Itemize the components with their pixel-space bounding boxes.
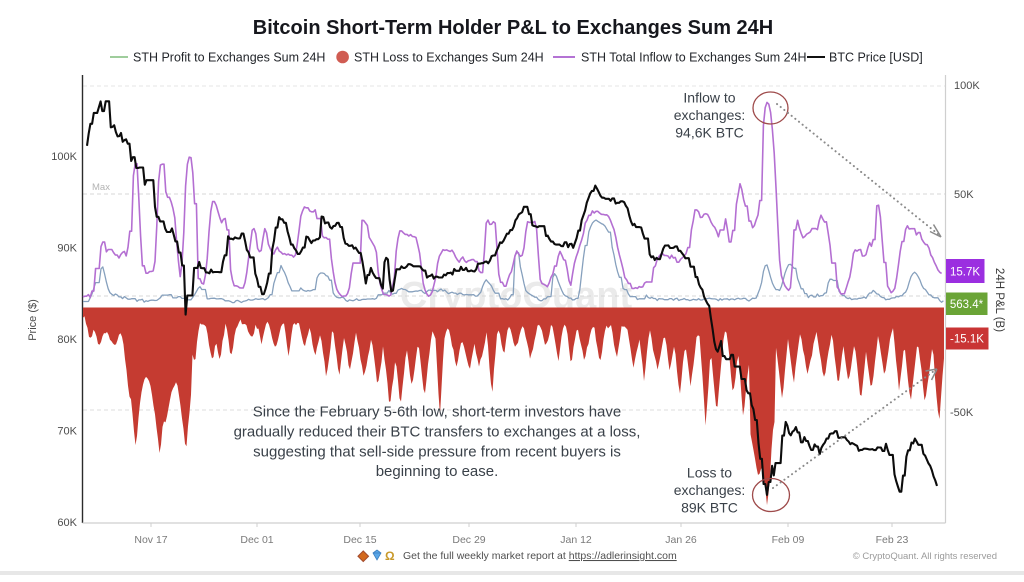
svg-text:90K: 90K — [57, 243, 77, 255]
svg-text:Since the February 5-6th low,: Since the February 5-6th low, short-term… — [253, 404, 622, 421]
svg-text:60K: 60K — [57, 517, 77, 529]
svg-text:Nov 17: Nov 17 — [134, 534, 167, 546]
svg-text:Dec 29: Dec 29 — [452, 534, 485, 546]
svg-text:70K: 70K — [57, 426, 77, 438]
svg-text:Inflow to: Inflow to — [683, 90, 735, 106]
svg-text:89K BTC: 89K BTC — [681, 500, 738, 516]
svg-text:50K: 50K — [954, 189, 974, 201]
svg-text:STH Loss to Exchanges Sum 24H: STH Loss to Exchanges Sum 24H — [354, 51, 544, 65]
svg-text:Ω: Ω — [385, 549, 395, 563]
svg-text:exchanges:: exchanges: — [674, 482, 746, 498]
svg-text:Bitcoin Short-Term Holder P&L: Bitcoin Short-Term Holder P&L to Exchang… — [253, 17, 773, 39]
svg-text:Dec 15: Dec 15 — [343, 534, 376, 546]
svg-text:Get the full weekly market rep: Get the full weekly market report at htt… — [403, 550, 677, 562]
svg-text:Jan 26: Jan 26 — [665, 534, 697, 546]
svg-text:STH Total Inflow to Exchanges: STH Total Inflow to Exchanges Sum 24H — [581, 51, 807, 65]
svg-text:Price ($): Price ($) — [27, 299, 39, 341]
svg-text:STH Profit to Exchanges Sum 24: STH Profit to Exchanges Sum 24H — [133, 51, 325, 65]
svg-text:© CryptoQuant. All rights rese: © CryptoQuant. All rights reserved — [853, 551, 997, 562]
svg-text:24H P&L (B): 24H P&L (B) — [993, 268, 1005, 332]
svg-text:-15.1K: -15.1K — [950, 334, 984, 346]
svg-text:Max: Max — [92, 182, 110, 193]
svg-text:BTC Price [USD]: BTC Price [USD] — [829, 51, 923, 65]
svg-text:-50K: -50K — [950, 407, 974, 419]
svg-text:Loss to: Loss to — [687, 465, 732, 481]
svg-text:gradually reduced their BTC tr: gradually reduced their BTC transfers to… — [234, 424, 641, 441]
svg-text:80K: 80K — [57, 334, 77, 346]
svg-text:beginning to ease.: beginning to ease. — [376, 463, 499, 480]
svg-text:Jan 12: Jan 12 — [560, 534, 592, 546]
svg-text:15.7K: 15.7K — [950, 267, 980, 279]
svg-text:94,6K BTC: 94,6K BTC — [675, 125, 743, 141]
svg-text:Dec 01: Dec 01 — [240, 534, 273, 546]
svg-text:100K: 100K — [954, 80, 980, 92]
svg-text:exchanges:: exchanges: — [674, 107, 746, 123]
svg-text:Feb 23: Feb 23 — [876, 534, 909, 546]
svg-text:Feb 09: Feb 09 — [772, 534, 805, 546]
svg-text:100K: 100K — [51, 151, 77, 163]
svg-text:563.4*: 563.4* — [950, 299, 984, 311]
svg-text:suggesting that sell-side pres: suggesting that sell-side pressure from … — [253, 444, 621, 461]
